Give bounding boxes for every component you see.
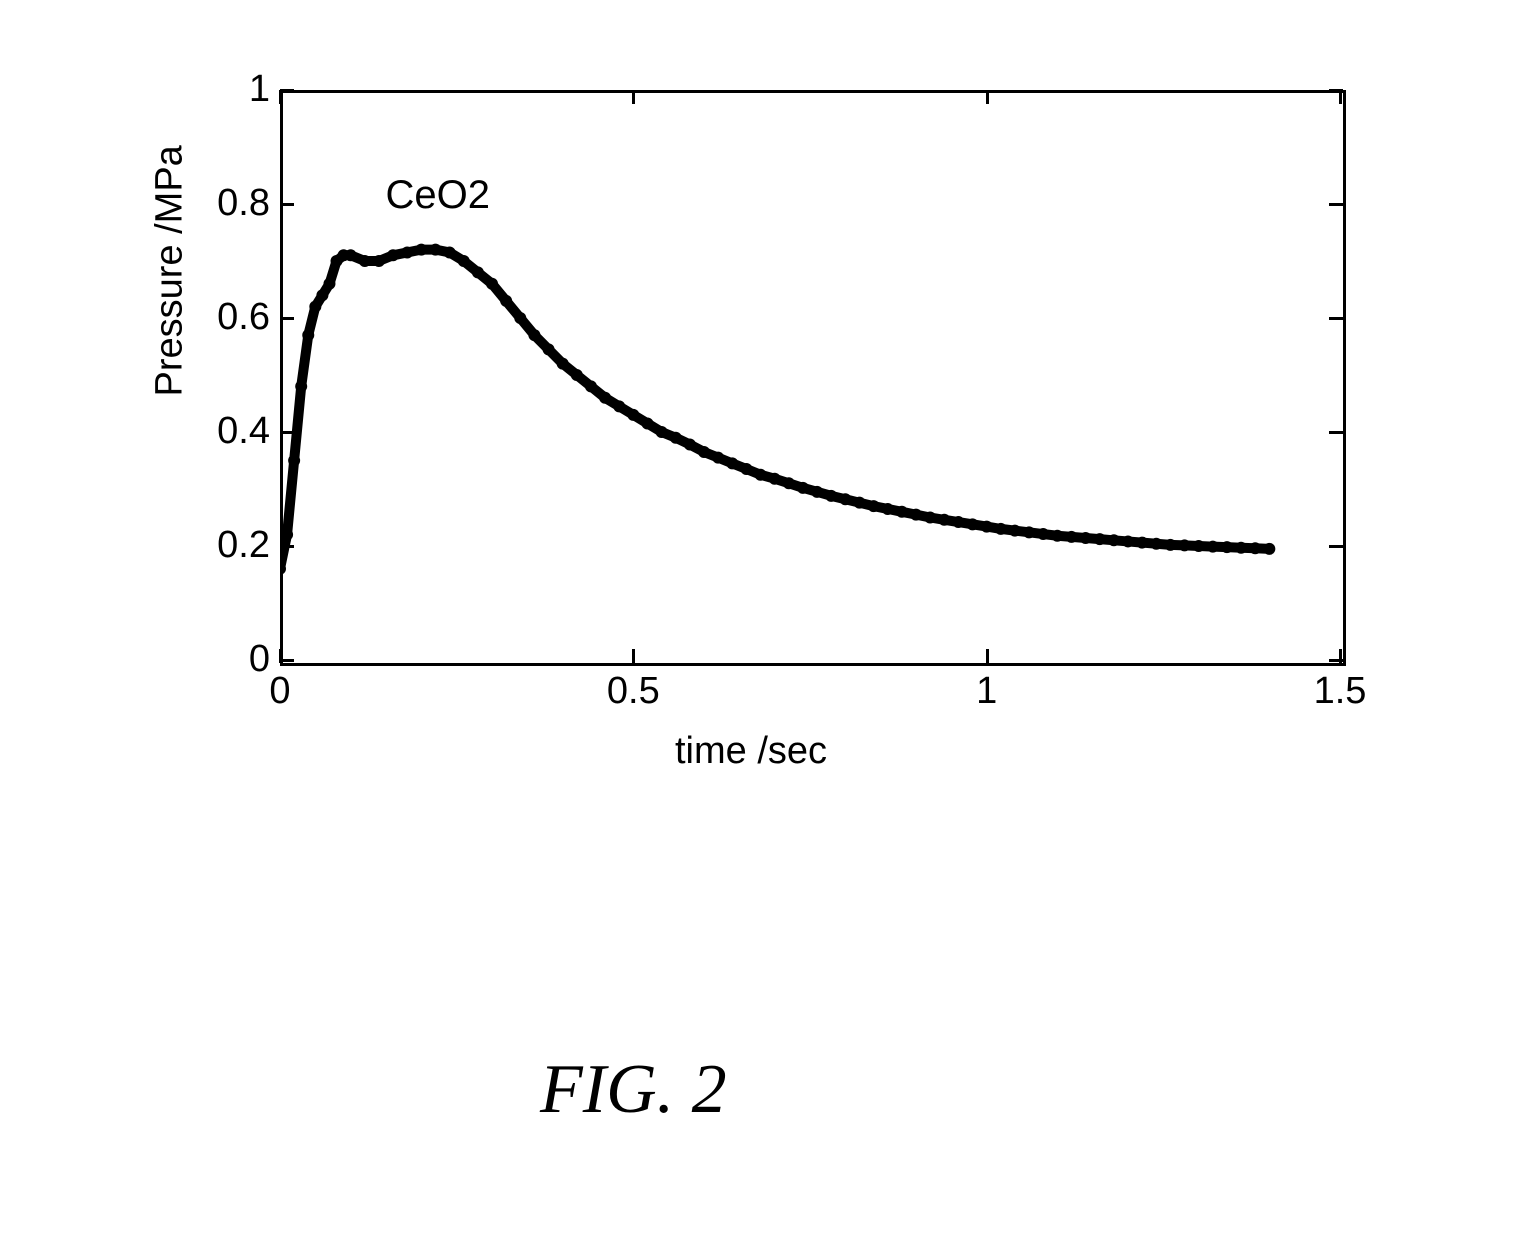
page-container: Pressure /MPa time /sec CeO2 0 0.2 0.4 0.6 0… xyxy=(0,0,1528,1246)
y-tick xyxy=(280,431,294,434)
x-tick xyxy=(632,649,635,663)
y-tick xyxy=(1329,431,1343,434)
x-axis-label: time /sec xyxy=(675,730,827,773)
chart-area: Pressure /MPa time /sec CeO2 00.20.40.60… xyxy=(180,60,1380,760)
y-tick-label: 0.6 xyxy=(217,296,270,339)
figure-caption: FIG. 2 xyxy=(540,1050,727,1130)
y-tick xyxy=(280,317,294,320)
y-axis-label: Pressure /MPa xyxy=(149,145,192,396)
x-tick xyxy=(632,90,635,104)
x-tick xyxy=(986,649,989,663)
y-tick xyxy=(1329,317,1343,320)
y-tick xyxy=(280,659,294,662)
series-label: CeO2 xyxy=(385,173,490,218)
y-tick xyxy=(280,89,294,92)
y-tick xyxy=(1329,545,1343,548)
y-tick-label: 0.8 xyxy=(217,182,270,225)
y-tick-label: 0.2 xyxy=(217,524,270,567)
y-tick-label: 0 xyxy=(249,638,270,681)
x-tick-label: 0 xyxy=(269,670,290,713)
y-tick-label: 1 xyxy=(249,68,270,111)
y-tick xyxy=(1329,203,1343,206)
y-tick-label: 0.4 xyxy=(217,410,270,453)
x-tick xyxy=(1339,90,1342,104)
y-tick xyxy=(280,203,294,206)
y-tick xyxy=(280,545,294,548)
x-tick xyxy=(279,649,282,663)
x-tick-label: 1 xyxy=(976,670,997,713)
x-tick-label: 1.5 xyxy=(1314,670,1367,713)
x-tick xyxy=(279,90,282,104)
x-tick xyxy=(986,90,989,104)
x-tick xyxy=(1339,649,1342,663)
x-tick-label: 0.5 xyxy=(607,670,660,713)
